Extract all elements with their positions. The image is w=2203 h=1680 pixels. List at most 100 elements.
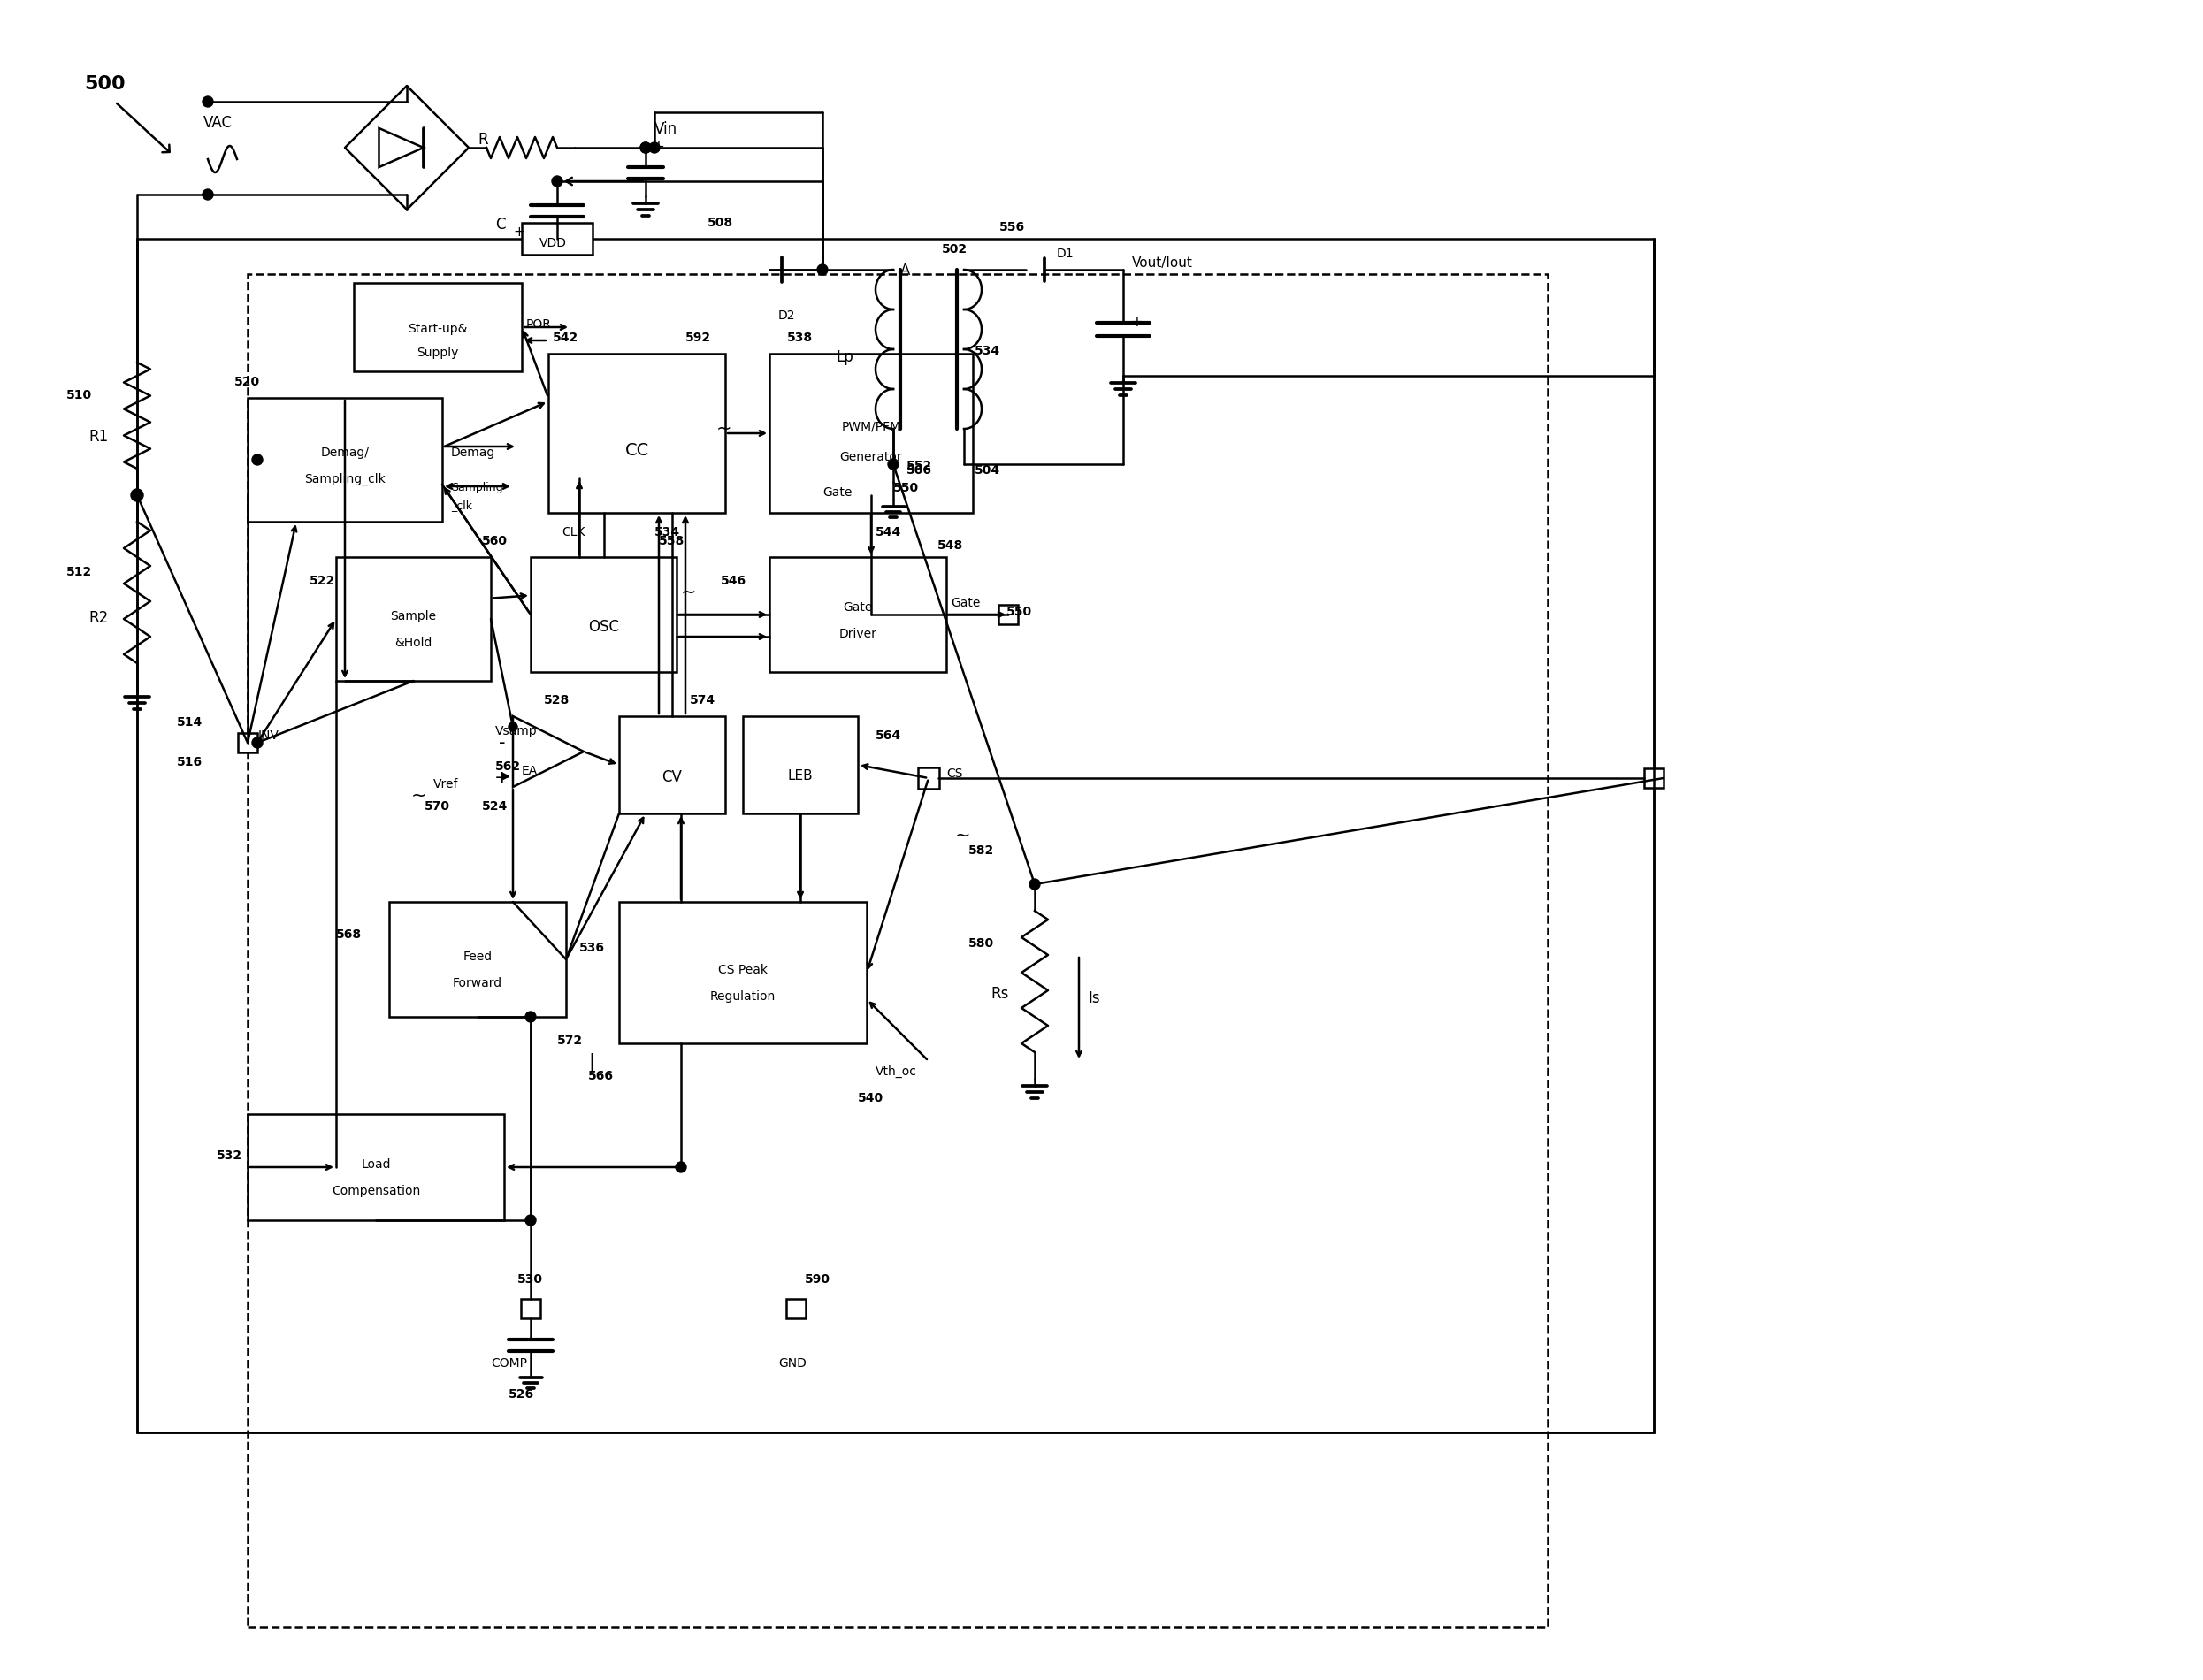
Text: 532: 532: [216, 1149, 242, 1163]
Bar: [337, 558, 491, 680]
Bar: [549, 354, 725, 512]
Circle shape: [650, 143, 659, 153]
Text: PWM/PFM: PWM/PFM: [842, 420, 901, 432]
Text: CC: CC: [626, 442, 650, 459]
Text: Vout/Iout: Vout/Iout: [1132, 257, 1192, 270]
Bar: [247, 274, 1549, 1626]
Circle shape: [817, 264, 828, 276]
Text: 514: 514: [176, 716, 203, 729]
Circle shape: [251, 738, 262, 748]
Text: 538: 538: [786, 331, 813, 344]
Text: R: R: [478, 131, 487, 148]
Text: 534: 534: [974, 344, 1000, 358]
Text: Generator: Generator: [839, 450, 903, 464]
Polygon shape: [513, 716, 584, 786]
Text: R1: R1: [88, 428, 108, 445]
Circle shape: [888, 264, 899, 276]
Text: -: -: [500, 734, 507, 751]
Text: 524: 524: [482, 800, 509, 813]
Text: 556: 556: [1000, 222, 1024, 234]
Text: Is: Is: [1088, 990, 1099, 1006]
Text: 540: 540: [857, 1092, 883, 1104]
Text: D2: D2: [778, 309, 795, 323]
Circle shape: [203, 96, 214, 108]
Text: D1: D1: [1057, 247, 1075, 260]
Text: +: +: [652, 139, 663, 155]
Circle shape: [251, 455, 262, 465]
Text: |: |: [588, 1052, 595, 1072]
Bar: [247, 398, 443, 522]
Text: 552: 552: [905, 460, 932, 472]
Text: Rs: Rs: [991, 986, 1009, 1001]
Text: 544: 544: [875, 526, 901, 539]
Text: 520: 520: [234, 376, 260, 388]
Text: Supply: Supply: [416, 346, 458, 360]
Text: A: A: [901, 262, 910, 279]
Bar: [769, 558, 947, 672]
Text: 550: 550: [892, 482, 919, 494]
Text: 522: 522: [311, 575, 335, 586]
Text: GND: GND: [778, 1357, 806, 1369]
Text: 508: 508: [707, 217, 734, 228]
Text: 572: 572: [557, 1035, 584, 1047]
Text: Start-up&: Start-up&: [408, 323, 467, 334]
Text: 502: 502: [943, 244, 967, 255]
Text: C: C: [496, 217, 504, 232]
Text: Vth_oc: Vth_oc: [875, 1065, 916, 1079]
Bar: [619, 716, 725, 813]
Text: 526: 526: [509, 1388, 535, 1401]
Text: _clk: _clk: [452, 499, 471, 511]
Text: Sampling_clk: Sampling_clk: [304, 474, 386, 486]
Text: 564: 564: [875, 729, 901, 743]
Bar: [786, 1299, 806, 1319]
Text: INV: INV: [258, 729, 280, 743]
Text: Load: Load: [361, 1158, 390, 1171]
Circle shape: [676, 1163, 687, 1173]
Text: 570: 570: [425, 800, 449, 813]
Text: Lp: Lp: [835, 349, 853, 365]
Text: Gate: Gate: [952, 596, 980, 610]
Bar: [247, 1114, 504, 1220]
Text: CS: CS: [947, 768, 963, 780]
Bar: [861, 484, 881, 506]
Circle shape: [888, 459, 899, 469]
Text: CV: CV: [663, 769, 683, 785]
Text: Regulation: Regulation: [709, 990, 775, 1003]
Text: COMP: COMP: [491, 1357, 527, 1369]
Text: 528: 528: [544, 694, 571, 707]
Circle shape: [524, 1215, 535, 1225]
Bar: [520, 1299, 540, 1319]
Circle shape: [1029, 879, 1040, 889]
Bar: [919, 768, 938, 788]
Text: 574: 574: [690, 694, 716, 707]
Text: VAC: VAC: [203, 114, 234, 131]
Text: 558: 558: [659, 534, 685, 548]
Text: +: +: [493, 769, 511, 786]
Text: CLK: CLK: [562, 526, 586, 539]
Text: 510: 510: [66, 390, 93, 402]
Text: CS Peak: CS Peak: [718, 964, 767, 976]
Text: 530: 530: [518, 1273, 542, 1285]
Text: EA: EA: [522, 764, 538, 778]
Text: 590: 590: [804, 1273, 831, 1285]
Text: ~: ~: [681, 583, 696, 601]
Circle shape: [509, 722, 518, 731]
Text: ~: ~: [956, 827, 972, 845]
Text: 580: 580: [969, 937, 994, 949]
Text: OSC: OSC: [588, 618, 619, 635]
Text: 592: 592: [685, 331, 712, 344]
Text: Vsamp: Vsamp: [496, 726, 538, 738]
Text: 500: 500: [84, 76, 126, 92]
Circle shape: [553, 176, 562, 186]
Text: 582: 582: [969, 845, 994, 857]
Bar: [1643, 768, 1663, 788]
Circle shape: [203, 190, 214, 200]
Bar: [531, 558, 676, 672]
Text: Gate: Gate: [822, 486, 853, 499]
Text: Forward: Forward: [454, 978, 502, 990]
Text: 560: 560: [482, 534, 507, 548]
Text: Gate: Gate: [844, 601, 872, 613]
Circle shape: [524, 1011, 535, 1021]
Bar: [742, 716, 857, 813]
Circle shape: [817, 264, 828, 276]
